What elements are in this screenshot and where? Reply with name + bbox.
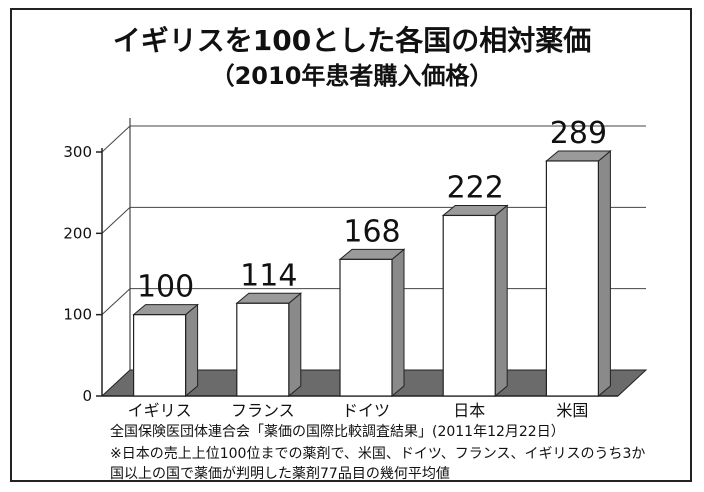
bars [132,149,612,398]
data-label: 289 [550,116,607,151]
y-tick-label: 100 [63,306,92,324]
gridline-depth [101,125,131,153]
bar-side-face [391,248,405,398]
x-tick-label: イギリス [128,401,192,420]
bar-top-face [338,248,406,260]
bar-top-face [545,150,612,162]
bar-side-face [185,303,199,398]
bar-side-face [597,149,611,398]
y-tick-label: 0 [82,387,92,405]
x-tick-label: フランス [231,401,295,420]
footnote-line-2: 国以上の国で薬価が判明した薬剤77品目の幾何平均値 [110,466,450,482]
chart-subtitle: （2010年患者購入価格） [211,62,494,90]
bar-front-face [442,214,496,397]
source-note: 全国保険医団体連合会「薬価の国際比較調査結果」(2011年12月22日） [110,423,565,440]
bar [441,204,509,398]
bar [235,292,303,398]
data-label: 222 [447,170,504,205]
bar-top-face [132,304,199,316]
data-label: 114 [240,258,297,293]
category-labels: イギリス フランス ドイツ 日本 米国 [128,401,589,420]
bar-front-face [133,314,187,397]
bar-front-face [236,302,290,397]
bar [132,303,199,398]
x-tick-label: 日本 [453,401,485,420]
gridline-depth [101,206,131,234]
bar-front-face [339,258,393,397]
bar [545,149,612,398]
value-labels: 100 114 168 222 289 [137,116,607,305]
bar-side-face [494,204,508,398]
x-tick-label: 米国 [556,401,588,420]
data-label: 168 [343,214,400,249]
x-tick-label: ドイツ [342,401,390,420]
y-tick-label: 200 [63,224,92,242]
bar-top-face [441,204,509,216]
y-tick-label: 300 [63,143,92,161]
bar-top-face [235,292,303,304]
chart-title: イギリスを100とした各国の相対薬価 [113,24,591,57]
gridline-depth [101,288,131,316]
footnote-line-1: ※日本の売上上位100位までの薬剤で、米国、ドイツ、フランス、イギリスのうち3か [110,446,645,462]
bar [338,248,406,398]
bar-front-face [545,160,600,397]
bar-side-face [288,292,302,398]
data-label: 100 [137,270,194,305]
